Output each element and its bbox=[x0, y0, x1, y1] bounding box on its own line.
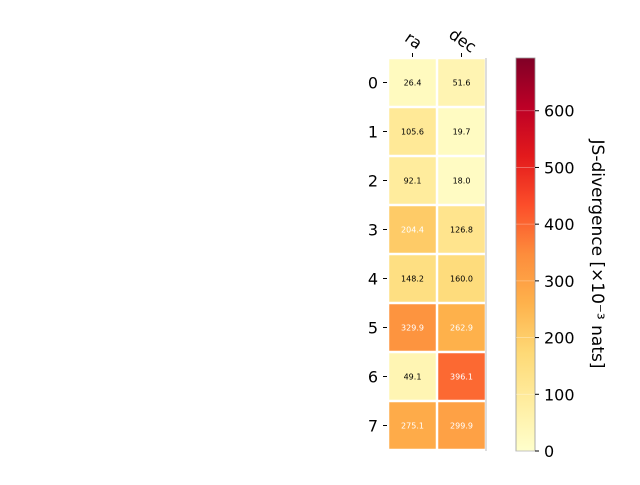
heatmap-cell-1-ra bbox=[389, 108, 436, 155]
colorbar: 0 100 200 300 400 500 600 JS-divergence [×10⁻³… bbox=[515, 57, 607, 461]
heatmap-cell-4-ra bbox=[389, 255, 436, 302]
column-label-dec: dec bbox=[445, 24, 479, 56]
heatmap-cell-2-dec bbox=[438, 157, 485, 204]
cell-value-label: 329.9 bbox=[401, 324, 424, 333]
colorbar-tick-label: 300 bbox=[544, 272, 575, 291]
colorbar-tick-label: 100 bbox=[544, 385, 575, 404]
cell-value-label: 299.9 bbox=[450, 422, 473, 431]
heatmap-cell-3-dec bbox=[438, 206, 485, 253]
column-label-ra: ra bbox=[401, 28, 425, 53]
heatmap-cell-3-ra bbox=[389, 206, 436, 253]
row-label-1: 1 bbox=[368, 123, 378, 142]
colorbar-tick-label: 600 bbox=[544, 102, 575, 121]
cell-value-label: 51.6 bbox=[453, 79, 471, 88]
cell-value-label: 92.1 bbox=[404, 177, 422, 186]
heatmap-cell-5-ra bbox=[389, 304, 436, 351]
cell-value-label: 148.2 bbox=[401, 275, 424, 284]
column-labels: ra dec bbox=[401, 24, 480, 57]
heatmap-cell-7-dec bbox=[438, 402, 485, 449]
row-label-3: 3 bbox=[368, 221, 378, 240]
row-label-5: 5 bbox=[368, 319, 378, 338]
heatmap-cell-1-dec bbox=[438, 108, 485, 155]
colorbar-tick-label: 400 bbox=[544, 215, 575, 234]
row-label-0: 0 bbox=[368, 74, 378, 93]
cell-value-label: 396.1 bbox=[450, 373, 473, 382]
heatmap-cell-2-ra bbox=[389, 157, 436, 204]
colorbar-tick-label: 500 bbox=[544, 158, 575, 177]
colorbar-tick-label: 0 bbox=[544, 442, 554, 461]
colorbar-tick-label: 200 bbox=[544, 329, 575, 348]
row-labels: 0 1 2 3 4 5 6 7 bbox=[368, 74, 387, 436]
heatmap-cell-6-dec bbox=[438, 353, 485, 400]
cell-value-label: 26.4 bbox=[404, 79, 422, 88]
cell-value-label: 126.8 bbox=[450, 226, 473, 235]
cell-value-label: 105.6 bbox=[401, 128, 424, 137]
cell-value-label: 275.1 bbox=[401, 422, 424, 431]
cell-value-label: 49.1 bbox=[404, 373, 422, 382]
heatmap-cell-7-ra bbox=[389, 402, 436, 449]
colorbar-label: JS-divergence [×10⁻³ nats] bbox=[587, 139, 607, 369]
row-label-6: 6 bbox=[368, 368, 378, 387]
cell-value-label: 19.7 bbox=[453, 128, 471, 137]
heatmap-cell-6-ra bbox=[389, 353, 436, 400]
heatmap-cell-4-dec bbox=[438, 255, 485, 302]
colorbar-ticks: 0 100 200 300 400 500 600 bbox=[516, 102, 575, 461]
heatmap-cell-5-dec bbox=[438, 304, 485, 351]
row-label-2: 2 bbox=[368, 172, 378, 191]
heatmap-cells: 26.4 51.6 105.6 19.7 92.1 18.0 204.4 126.8 148.2… bbox=[389, 59, 485, 449]
row-label-7: 7 bbox=[368, 417, 378, 436]
heatmap-cell-0-dec bbox=[438, 59, 485, 106]
heatmap-cell-0-ra bbox=[389, 59, 436, 106]
cell-value-label: 160.0 bbox=[450, 275, 473, 284]
cell-value-label: 262.9 bbox=[450, 324, 473, 333]
row-label-4: 4 bbox=[368, 270, 378, 289]
cell-value-label: 204.4 bbox=[401, 226, 424, 235]
colorbar-gradient bbox=[515, 57, 536, 452]
cell-value-label: 18.0 bbox=[453, 177, 471, 186]
